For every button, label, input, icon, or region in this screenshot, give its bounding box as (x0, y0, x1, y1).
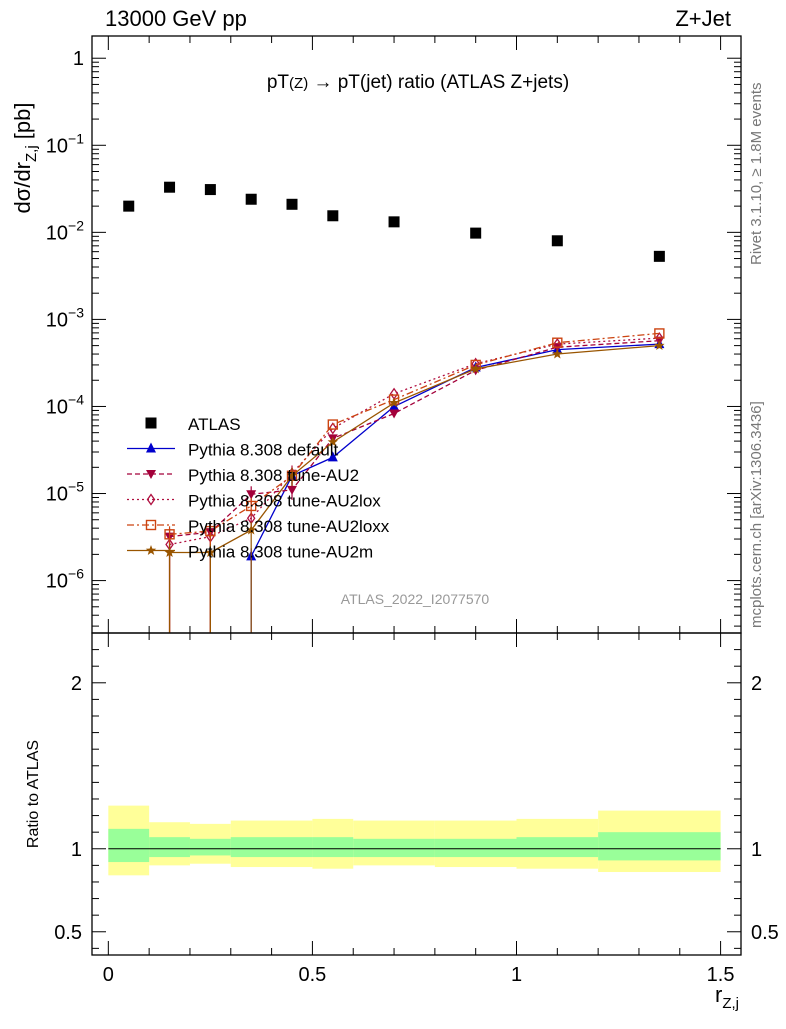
y-tick-label: 10−2 (46, 217, 84, 244)
data-marker (653, 250, 665, 262)
main-y-axis-label: dσ/drZ,j [pb] (10, 103, 40, 214)
series-1 (246, 338, 665, 633)
data-marker (552, 348, 563, 359)
data-marker (388, 216, 400, 228)
data-marker (164, 547, 175, 557)
data-marker (388, 397, 400, 408)
legend-label: Pythia 8.308 tune-AU2 (188, 466, 359, 485)
series-group (123, 181, 665, 633)
legend-label: Pythia 8.308 tune-AU2loxx (188, 517, 390, 536)
series-0 (123, 181, 665, 262)
y-tick-label: 1 (71, 839, 82, 861)
data-marker (164, 181, 176, 193)
main-plot: 1 10−1 10−2 10−3 10−4 10−5 10−6 dσ/drZ,j [pb] pT… (10, 35, 742, 634)
data-marker (654, 340, 665, 351)
legend-label: Pythia 8.308 default (188, 441, 339, 460)
ratio-plot: 0 0.5 1 1.5 0.5 0.5 1 1 2 2 Ratio to ATLAS rZ,j (25, 632, 779, 1012)
data-marker (552, 337, 563, 348)
data-marker (389, 387, 399, 400)
data-marker (287, 485, 298, 495)
data-marker (146, 493, 156, 506)
x-tick-label: 0 (103, 964, 114, 986)
data-marker (145, 545, 157, 555)
y-tick-label: 10−4 (46, 391, 84, 418)
stat-uncertainty-band (598, 832, 721, 861)
y-tick-label-right: 2 (751, 673, 762, 695)
legend-label: Pythia 8.308 tune-AU2lox (188, 492, 381, 511)
series-5 (164, 340, 665, 633)
x-tick-label: 1 (511, 964, 522, 986)
data-marker (123, 200, 135, 212)
plot-title: pT(Z) → pT(jet) ratio (ATLAS Z+jets) (267, 72, 569, 93)
stat-uncertainty-band (149, 837, 190, 858)
ratio-y-axis-label: Ratio to ATLAS (25, 740, 42, 848)
data-marker (389, 400, 400, 411)
analysis-watermark: ATLAS_2022_I2077570 (341, 591, 490, 607)
y-tick-label: 0.5 (54, 922, 82, 944)
data-marker (145, 417, 157, 429)
data-marker (551, 235, 563, 247)
series-line (169, 332, 660, 535)
data-marker (327, 419, 339, 430)
legend: ATLAS Pythia 8.308 default Pythia 8.308 tu… (127, 415, 390, 562)
y-tick-label: 10−3 (46, 304, 84, 331)
data-marker (470, 227, 482, 239)
stat-uncertainty-band (516, 837, 599, 858)
data-marker (146, 470, 156, 479)
y-tick-label: 10−5 (46, 479, 84, 506)
y-tick-label-right: 1 (751, 839, 762, 861)
data-marker (204, 184, 216, 196)
data-marker (205, 525, 216, 537)
data-marker (327, 210, 339, 222)
collision-energy-label: 13000 GeV pp (105, 6, 247, 31)
data-marker (246, 490, 257, 500)
y-tick-label-right: 0.5 (751, 922, 779, 944)
mcplots-reference-label: mcplots.cern.ch [arXiv:1306.3436] (748, 401, 765, 628)
data-marker (205, 547, 216, 557)
data-marker (470, 363, 481, 374)
data-marker (286, 198, 298, 210)
stat-uncertainty-band (312, 837, 354, 858)
data-marker (245, 524, 257, 535)
data-marker (327, 451, 338, 462)
data-marker (245, 500, 257, 512)
data-marker (146, 442, 156, 453)
legend-label: Pythia 8.308 tune-AU2m (188, 543, 373, 562)
data-marker (389, 409, 400, 419)
process-label: Z+Jet (675, 6, 731, 31)
rivet-version-label: Rivet 3.1.10, ≥ 1.8M events (748, 83, 765, 266)
data-marker (245, 193, 257, 205)
x-axis-label: rZ,j (715, 982, 739, 1012)
ratio-plot-frame (91, 632, 742, 956)
stat-uncertainty-band (108, 828, 150, 863)
y-tick-label: 10−1 (46, 130, 84, 157)
data-marker (164, 529, 175, 540)
y-tick-label: 1 (73, 48, 84, 70)
x-tick-label: 1.5 (707, 964, 735, 986)
y-tick-label: 10−6 (46, 566, 84, 593)
data-marker (654, 328, 665, 339)
data-marker (145, 519, 157, 531)
legend-label: ATLAS (188, 415, 241, 434)
x-tick-label: 0.5 (299, 964, 327, 986)
stat-uncertainty-band (434, 838, 517, 858)
data-marker (327, 436, 339, 447)
stat-uncertainty-band (230, 837, 313, 858)
stat-uncertainty-band (189, 838, 231, 856)
stat-uncertainty-band (353, 838, 435, 858)
uncertainty-bands (108, 805, 721, 876)
data-marker (286, 470, 298, 481)
y-tick-label: 2 (71, 673, 82, 695)
